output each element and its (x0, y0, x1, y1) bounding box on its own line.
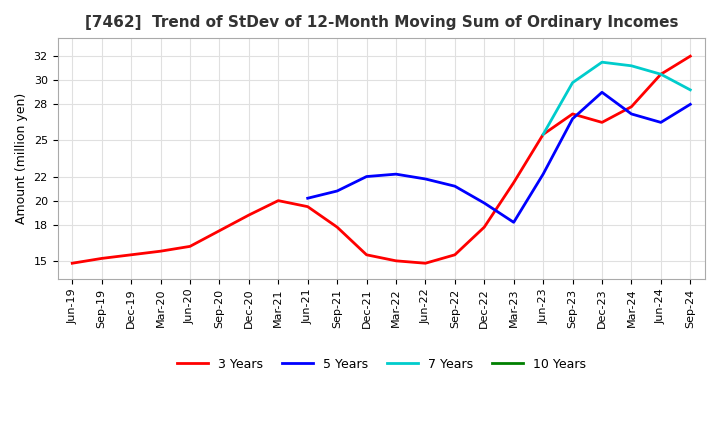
5 Years (509, 220, 518, 225)
3 Years (392, 258, 400, 264)
7 Years (598, 59, 606, 65)
3 Years (509, 180, 518, 185)
5 Years (568, 116, 577, 121)
3 Years (97, 256, 106, 261)
3 Years (657, 72, 665, 77)
3 Years (627, 104, 636, 110)
3 Years (539, 132, 547, 137)
Line: 5 Years: 5 Years (307, 92, 690, 222)
3 Years (186, 244, 194, 249)
3 Years (333, 224, 341, 230)
5 Years (303, 196, 312, 201)
5 Years (362, 174, 371, 179)
7 Years (686, 87, 695, 92)
7 Years (568, 80, 577, 85)
7 Years (627, 63, 636, 69)
3 Years (215, 228, 224, 233)
Y-axis label: Amount (million yen): Amount (million yen) (15, 93, 28, 224)
5 Years (480, 200, 489, 205)
7 Years (657, 72, 665, 77)
3 Years (127, 252, 135, 257)
3 Years (686, 54, 695, 59)
5 Years (451, 183, 459, 189)
Line: 3 Years: 3 Years (72, 56, 690, 263)
3 Years (598, 120, 606, 125)
5 Years (333, 188, 341, 194)
3 Years (480, 224, 489, 230)
7 Years (539, 132, 547, 137)
3 Years (362, 252, 371, 257)
Legend: 3 Years, 5 Years, 7 Years, 10 Years: 3 Years, 5 Years, 7 Years, 10 Years (171, 352, 591, 376)
3 Years (451, 252, 459, 257)
3 Years (156, 249, 165, 254)
5 Years (421, 176, 430, 182)
Title: [7462]  Trend of StDev of 12-Month Moving Sum of Ordinary Incomes: [7462] Trend of StDev of 12-Month Moving… (84, 15, 678, 30)
5 Years (392, 172, 400, 177)
5 Years (598, 90, 606, 95)
3 Years (274, 198, 282, 203)
3 Years (568, 111, 577, 117)
Line: 7 Years: 7 Years (543, 62, 690, 135)
3 Years (68, 260, 76, 266)
3 Years (245, 213, 253, 218)
5 Years (627, 111, 636, 117)
3 Years (421, 260, 430, 266)
5 Years (686, 102, 695, 107)
5 Years (657, 120, 665, 125)
5 Years (539, 172, 547, 177)
3 Years (303, 204, 312, 209)
